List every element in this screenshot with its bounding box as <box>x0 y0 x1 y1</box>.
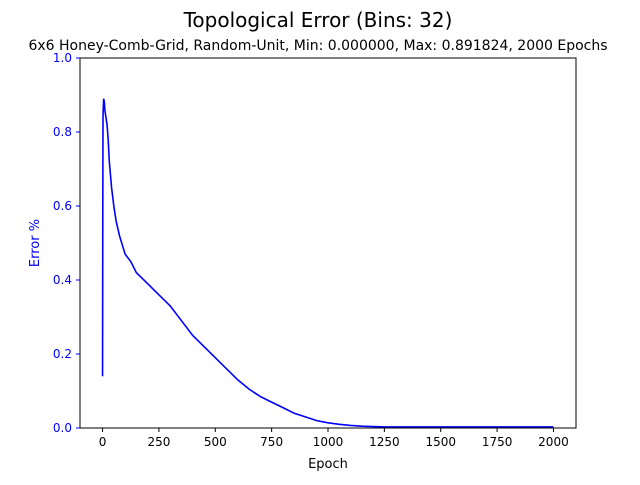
axis-ticks: 0 250 500 750 1000 1250 1500 1750 2000 0.0 0.2 0.4 0… <box>53 51 569 449</box>
y-tick-label: 0.6 <box>53 199 72 213</box>
x-tick-label: 750 <box>260 435 283 449</box>
y-axis-label: Error % <box>28 219 43 267</box>
x-tick-label: 500 <box>204 435 227 449</box>
x-tick-label: 250 <box>147 435 170 449</box>
chart-title: Topological Error (Bins: 32) <box>183 8 453 32</box>
x-tick-label: 1500 <box>425 435 456 449</box>
x-tick-label: 1750 <box>482 435 513 449</box>
x-tick-label: 0 <box>99 435 107 449</box>
x-tick-label: 1000 <box>313 435 344 449</box>
y-tick-label: 0.0 <box>53 421 72 435</box>
y-tick-label: 1.0 <box>53 51 72 65</box>
chart-subtitle: 6x6 Honey-Comb-Grid, Random-Unit, Min: 0… <box>28 38 607 54</box>
series-line <box>101 98 554 428</box>
y-tick-label: 0.2 <box>53 347 72 361</box>
x-axis-label: Epoch <box>308 457 348 472</box>
y-tick-label: 0.4 <box>53 273 72 287</box>
x-tick-label: 1250 <box>369 435 400 449</box>
y-tick-label: 0.8 <box>53 125 72 139</box>
x-tick-label: 2000 <box>538 435 569 449</box>
plot-frame <box>79 57 577 429</box>
